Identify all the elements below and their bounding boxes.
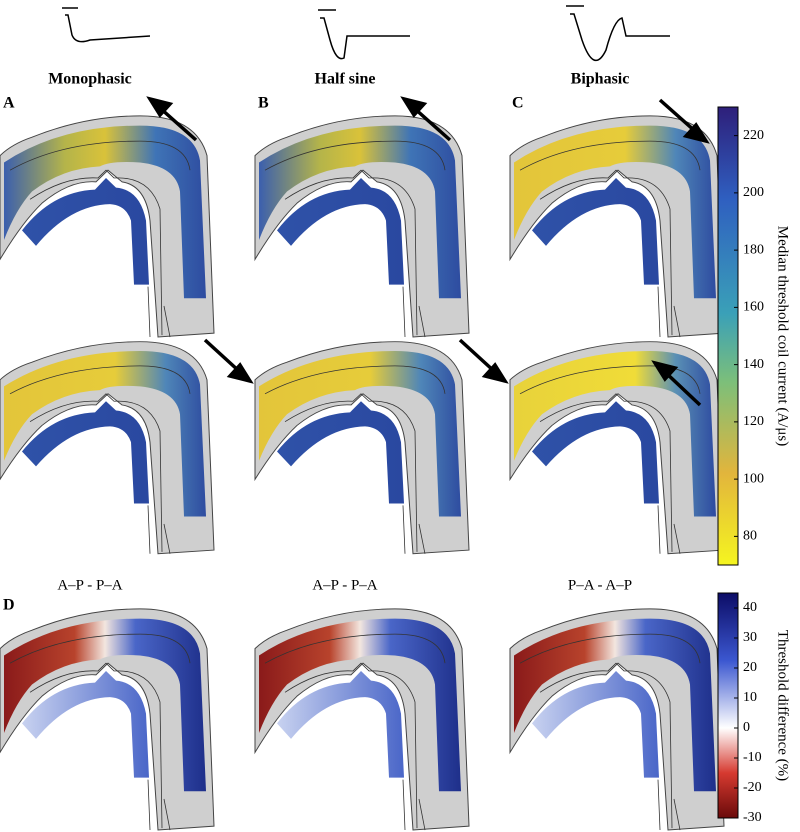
arrow-head	[481, 362, 509, 384]
column-title: Half sine	[315, 71, 376, 88]
brain-panel	[254, 115, 470, 338]
brain-panel	[509, 341, 725, 555]
inner-band	[532, 670, 659, 778]
cortex-band	[4, 618, 206, 792]
colorbar-tick-label: 10	[743, 690, 757, 705]
boundary	[264, 365, 446, 554]
arrow	[203, 338, 242, 374]
brain-panel	[0, 115, 215, 338]
cortex-band	[514, 125, 716, 299]
waveform	[318, 9, 410, 60]
panel-label: D	[3, 597, 15, 614]
boundary	[264, 633, 446, 831]
arrow	[658, 98, 698, 134]
boundary	[9, 365, 191, 554]
colorbar-tick-label: 120	[743, 414, 764, 429]
panel-label: B	[258, 95, 269, 112]
inner-band	[532, 401, 659, 504]
colorbar-tick-label: 40	[743, 600, 757, 615]
cortex-band	[4, 125, 206, 299]
arrow-head	[146, 96, 174, 118]
colorbar-tick-label: 0	[743, 720, 750, 735]
arrow	[663, 370, 702, 407]
colorbar-tick-label: -30	[743, 810, 762, 825]
inner-band	[277, 670, 404, 778]
colorbar-tick-label: -20	[743, 780, 762, 795]
brain-panel	[0, 608, 215, 831]
colorbar-label: Threshold difference (%)	[775, 630, 791, 781]
arrows	[146, 96, 710, 407]
waveform	[62, 7, 151, 43]
column-title: Biphasic	[571, 71, 630, 88]
inner-band	[277, 401, 404, 504]
waveform	[566, 5, 670, 62]
boundary	[264, 140, 446, 338]
colorbar-tick-label: 180	[743, 242, 764, 257]
difference-label: A–P - P–A	[57, 577, 122, 593]
brain-panel	[0, 341, 215, 555]
difference-label: P–A - A–P	[568, 577, 632, 593]
waveforms	[62, 5, 670, 62]
inner-band	[22, 670, 149, 778]
cortex-band	[4, 351, 206, 517]
inner-band	[277, 177, 404, 285]
colorbar-tick-label: 140	[743, 357, 764, 372]
arrow-head	[651, 360, 679, 382]
colorbar-tick-label: -10	[743, 750, 762, 765]
brain-panel	[509, 115, 725, 338]
colorbar-tick-label: 220	[743, 128, 764, 143]
difference-label: A–P - P–A	[312, 577, 377, 593]
column-title: Monophasic	[48, 71, 132, 88]
arrow	[412, 106, 452, 142]
brain-panel	[254, 608, 470, 831]
inner-band	[22, 177, 149, 285]
arrow-head	[400, 96, 428, 118]
colorbar	[717, 592, 739, 819]
cortex-band	[259, 125, 461, 299]
colorbar-tick-label: 160	[743, 300, 764, 315]
boundary	[519, 140, 701, 338]
boundary	[519, 365, 701, 554]
colorbar-tick-label: 30	[743, 630, 757, 645]
colorbar	[717, 106, 739, 566]
cortex-band	[259, 351, 461, 517]
boundary	[519, 633, 701, 831]
arrow	[158, 106, 198, 142]
cortex-band	[259, 618, 461, 792]
inner-band	[532, 177, 659, 285]
cortex-band	[514, 618, 716, 792]
colorbar-tick-label: 100	[743, 471, 764, 486]
brain-panel	[509, 608, 725, 831]
cortex-band	[514, 351, 716, 517]
panel-label: C	[512, 95, 524, 112]
arrow-head	[226, 362, 254, 384]
boundary	[9, 633, 191, 831]
colorbar-tick-label: 200	[743, 185, 764, 200]
panel-label: A	[3, 95, 15, 112]
colorbar-tick-label: 20	[743, 660, 757, 675]
inner-band	[22, 401, 149, 504]
colorbar-label: Median threshold coil current (A/μs)	[775, 226, 791, 446]
arrow	[458, 338, 497, 374]
boundary	[9, 140, 191, 338]
brain-panel	[254, 341, 470, 555]
arrow-head	[682, 122, 710, 144]
colorbar-tick-label: 80	[743, 529, 757, 544]
